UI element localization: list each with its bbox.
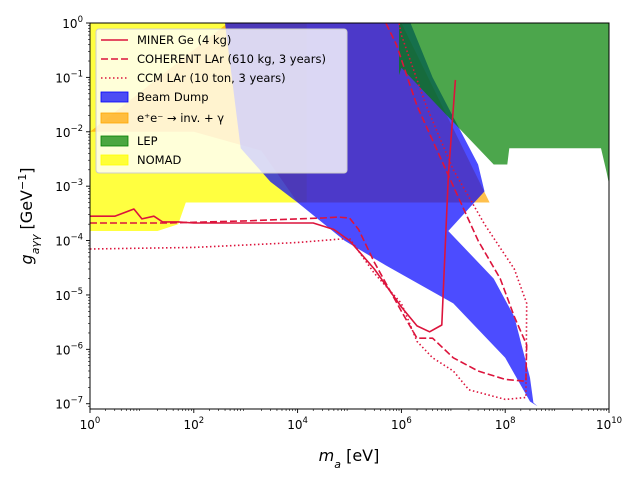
- legend-item-beam-dump: Beam Dump: [100, 90, 209, 104]
- y-tick-label: 10−5: [55, 287, 83, 303]
- legend-label: Beam Dump: [137, 90, 209, 104]
- plot-frame: [89, 22, 610, 410]
- y-axis-title: gaγγ [GeV−1]: [16, 168, 42, 265]
- x-tick-label: 100: [80, 416, 101, 432]
- legend-item-miner-ge-4-kg: MINER Ge (4 kg): [101, 33, 231, 47]
- legend-label: MINER Ge (4 kg): [137, 33, 231, 47]
- legend-patch-swatch: [100, 154, 129, 166]
- legend-item-lep: LEP: [100, 134, 158, 148]
- curve-coherent-lar-610-kg-3-years: [90, 23, 528, 383]
- legend-item-coherent-lar-610-kg-3-years: COHERENT LAr (610 kg, 3 years): [101, 52, 326, 66]
- x-tick-label: 106: [391, 416, 412, 432]
- legend-patch-swatch: [100, 91, 129, 103]
- legend-label: e⁺e⁻ → inv. + γ: [137, 111, 224, 125]
- legend-box: [95, 28, 348, 174]
- legend-label: COHERENT LAr (610 kg, 3 years): [137, 52, 326, 66]
- legend-patch-swatch: [100, 135, 129, 147]
- x-tick-label: 104: [287, 416, 308, 432]
- legend-item-nomad: NOMAD: [100, 153, 181, 167]
- legend-item-ccm-lar-10-ton-3-years: CCM LAr (10 ton, 3 years): [101, 71, 286, 85]
- x-tick-label: 108: [495, 416, 516, 432]
- y-tick-label: 10−2: [55, 124, 83, 140]
- region-lep: [399, 23, 609, 184]
- x-tick-label: 1010: [596, 416, 622, 432]
- legend-patch-swatch: [100, 112, 129, 124]
- curve-ccm-lar-10-ton-3-years: [90, 23, 528, 401]
- y-tick-label: 10−3: [55, 178, 83, 194]
- legend: MINER Ge (4 kg) COHERENT LAr (610 kg, 3 y…: [95, 28, 348, 174]
- legend-label: LEP: [137, 134, 158, 148]
- y-tick-label: 100: [62, 15, 83, 31]
- projection-curves: [90, 23, 528, 401]
- x-axis-ticks: 100 102 104 106 108 1010: [80, 409, 622, 432]
- x-axis-title: ma [eV]: [319, 446, 380, 471]
- legend-item-e-e-inv: e⁺e⁻ → inv. + γ: [100, 111, 224, 125]
- y-tick-label: 10−1: [55, 69, 83, 85]
- legend-label: NOMAD: [137, 153, 181, 167]
- curve-miner-ge-4-kg: [90, 79, 457, 333]
- y-axis-ticks: 10−7 10−6 10−5 10−4 10−3 10−2 10−1 100: [55, 15, 90, 412]
- y-tick-label: 10−6: [55, 341, 83, 357]
- y-tick-label: 10−7: [55, 396, 83, 412]
- x-tick-label: 102: [183, 416, 204, 432]
- y-tick-label: 10−4: [55, 233, 83, 249]
- legend-label: CCM LAr (10 ton, 3 years): [137, 71, 286, 85]
